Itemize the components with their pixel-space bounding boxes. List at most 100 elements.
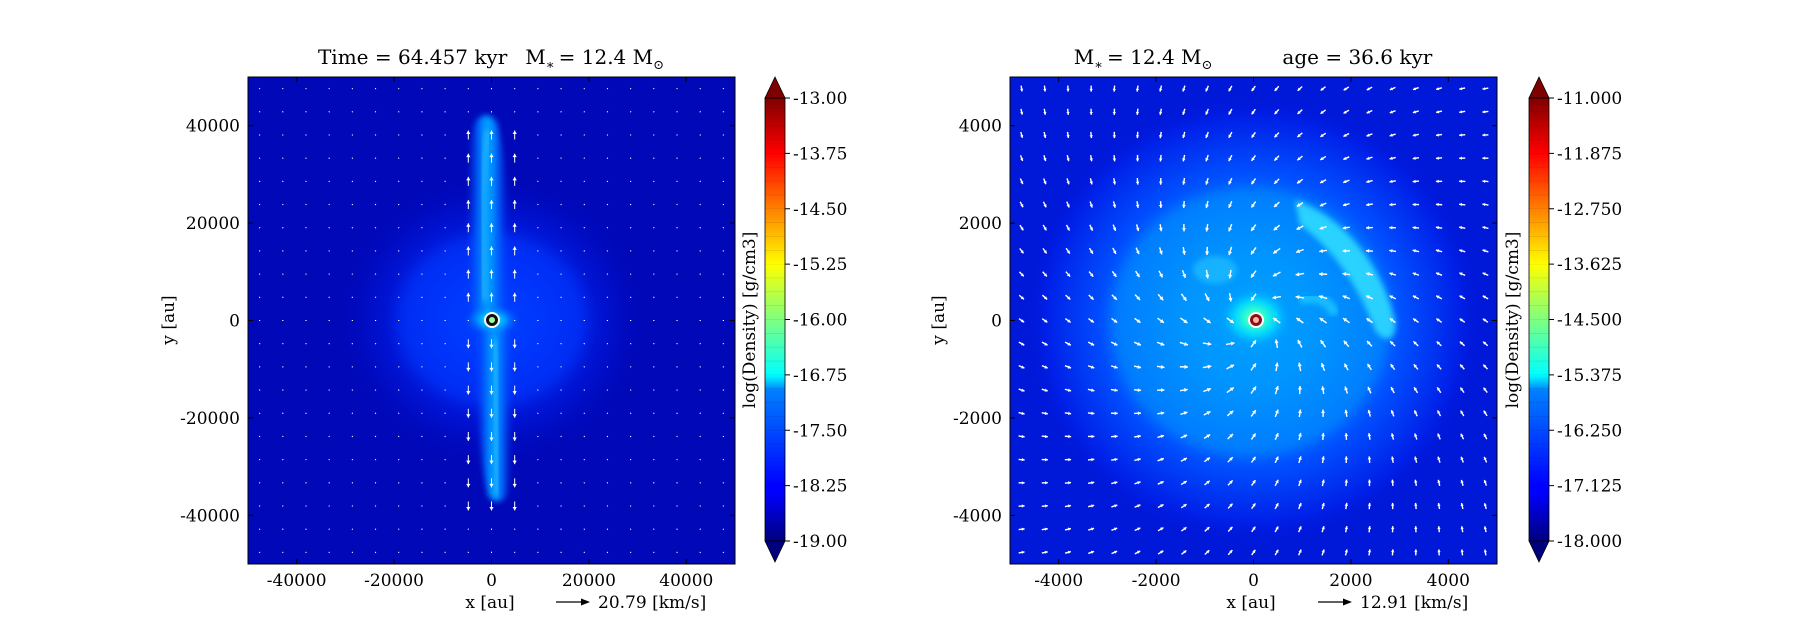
velocity-vector-head	[606, 320, 608, 321]
velocity-vector-head	[466, 483, 471, 488]
velocity-vector-head	[375, 297, 377, 298]
velocity-vector-head	[1252, 363, 1256, 368]
velocity-vector-head	[560, 181, 562, 182]
velocity-vector-head	[606, 389, 608, 391]
velocity-vector-head	[1437, 410, 1441, 414]
velocity-vector-head	[466, 223, 471, 227]
velocity-vector-head	[560, 435, 562, 437]
colorbar-extend-top-right	[1528, 76, 1550, 99]
velocity-vector-head	[328, 134, 330, 136]
velocity-vector-head	[512, 414, 517, 418]
velocity-vector-head	[1021, 434, 1025, 439]
velocity-vector-head	[1043, 134, 1047, 138]
velocity-vector-head	[1114, 365, 1118, 369]
velocity-vector-head	[1460, 479, 1464, 484]
velocity-vector-head	[1020, 296, 1024, 300]
velocity-vector-head	[489, 391, 494, 395]
velocity-vector-head	[1252, 456, 1256, 461]
velocity-vector-head	[606, 273, 608, 275]
velocity-vector-head	[1389, 318, 1394, 322]
colorbar-gradient-right	[1529, 98, 1549, 541]
velocity-vector-head	[1295, 272, 1300, 277]
velocity-vector-head	[630, 204, 631, 205]
velocity-vector-head	[1436, 133, 1439, 137]
velocity-vector-head	[375, 482, 376, 483]
velocity-vector-head	[1321, 526, 1325, 530]
velocity-vector-head	[445, 297, 446, 298]
velocity-vector-head	[583, 343, 585, 344]
velocity-vector-head	[489, 437, 494, 441]
velocity-vector-head	[1296, 249, 1301, 254]
velocity-vector-head	[1274, 180, 1278, 184]
velocity-vector-head	[583, 551, 585, 553]
velocity-vector-head	[722, 296, 724, 298]
velocity-vector-head	[1389, 225, 1393, 230]
velocity-vector-head	[375, 158, 376, 159]
velocity-vector-head	[259, 227, 261, 229]
velocity-vector-head	[328, 111, 330, 113]
velocity-vector-head	[466, 246, 471, 250]
velocity-vector-head	[583, 204, 585, 206]
velocity-vector-head	[375, 134, 376, 136]
velocity-vector-head	[722, 389, 724, 391]
velocity-vector-head	[537, 88, 539, 90]
velocity-vector-head	[329, 389, 330, 391]
velocity-vector-head	[1342, 225, 1347, 230]
velocity-vector-head	[352, 551, 353, 553]
velocity-vector-head	[583, 158, 585, 159]
velocity-vector-head	[1296, 203, 1301, 207]
velocity-vector-head	[1158, 181, 1163, 185]
velocity-vector-head	[560, 459, 562, 460]
velocity-vector-head	[722, 273, 724, 275]
velocity-vector-head	[1343, 179, 1347, 184]
velocity-vector-head	[1366, 110, 1370, 114]
velocity-vector-head	[329, 459, 330, 460]
velocity-vector-head	[1182, 158, 1186, 162]
colorbar-label-left: log(Density) [g/cm3]	[740, 232, 760, 409]
velocity-vector-head	[259, 134, 261, 136]
velocity-vector-head	[491, 528, 492, 530]
velocity-vector-head	[653, 181, 654, 182]
velocity-vector-head	[1136, 296, 1141, 300]
velocity-vector-head	[1390, 456, 1395, 460]
velocity-vector-head	[444, 111, 446, 113]
velocity-vector-head	[466, 414, 471, 418]
velocity-vector-head	[653, 412, 654, 414]
velocity-vector-head	[1230, 341, 1235, 346]
velocity-vector-head	[699, 505, 701, 507]
velocity-vector-head	[1318, 295, 1323, 300]
velocity-vector-head	[1229, 433, 1233, 438]
velocity-vector-head	[375, 320, 377, 321]
velocity-vector-head	[1113, 319, 1118, 323]
velocity-vector-head	[1344, 456, 1349, 460]
velocity-vector-head	[489, 246, 494, 250]
velocity-vector-head	[1067, 296, 1071, 300]
velocity-vector-head	[1366, 156, 1370, 160]
ytick-label-right: 4000	[959, 117, 1002, 137]
velocity-vector-head	[512, 344, 517, 349]
velocity-vector-head	[1459, 295, 1463, 299]
velocity-vector-head	[1482, 226, 1486, 230]
velocity-vector-head	[699, 227, 701, 229]
velocity-vector-head	[421, 88, 423, 90]
velocity-vector-head	[398, 204, 400, 206]
velocity-vector-head	[1183, 319, 1188, 323]
velocity-vector-head	[1343, 156, 1347, 160]
velocity-vector-head	[444, 389, 446, 391]
velocity-vector-head	[444, 273, 446, 275]
velocity-vector-head	[1390, 526, 1395, 529]
velocity-vector-head	[653, 204, 654, 205]
velocity-vector-head	[1205, 88, 1209, 92]
velocity-vector-head	[1089, 135, 1093, 139]
velocity-vector-head	[1274, 203, 1278, 208]
velocity-vector-head	[1412, 110, 1417, 114]
velocity-vector-head	[352, 343, 353, 345]
velocity-vector-head	[1413, 364, 1418, 368]
velocity-vector-head	[282, 320, 284, 321]
velocity-vector-head	[1482, 295, 1486, 299]
colorbar-left: -13.00 -13.75 -14.50 -15.25 -16.00 -16.75 -17.…	[740, 76, 847, 563]
velocity-vector-head	[491, 111, 492, 113]
velocity-vector-head	[1091, 457, 1095, 462]
velocity-vector-head	[653, 296, 654, 298]
velocity-vector-head	[1205, 204, 1209, 209]
